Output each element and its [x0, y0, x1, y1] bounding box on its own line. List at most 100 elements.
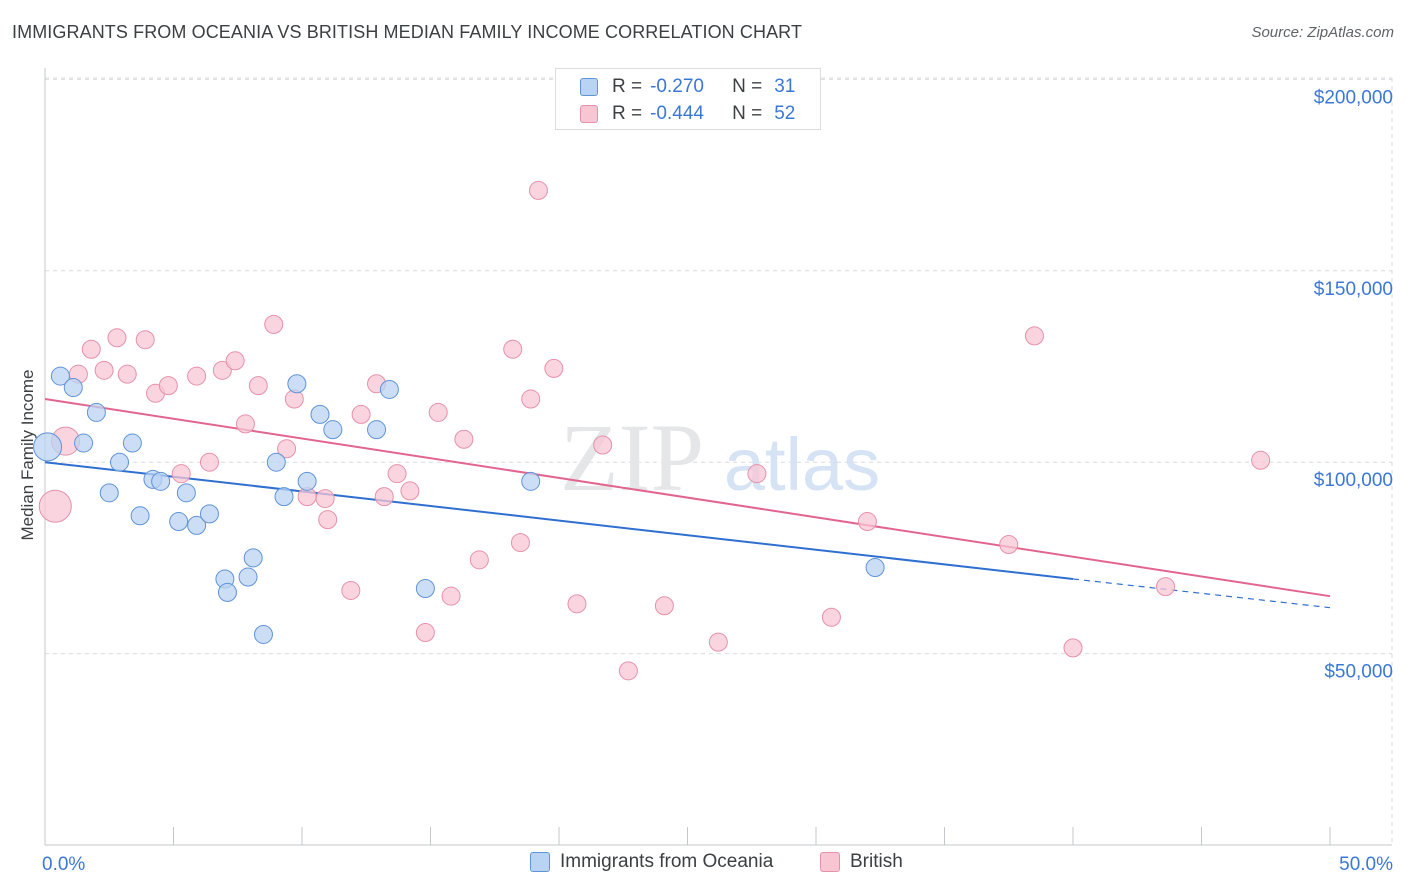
point-oceania [323, 420, 343, 440]
legend-item-british[interactable]: British [820, 851, 903, 873]
point-oceania [187, 515, 207, 535]
point-oceania [865, 557, 885, 577]
point-british [521, 389, 541, 409]
point-british [264, 314, 284, 334]
legend-r-label: R = [612, 76, 643, 97]
legend-swatch-pink [820, 852, 840, 872]
point-british [135, 330, 155, 350]
point-oceania [217, 582, 237, 602]
point-british [212, 360, 232, 380]
legend-r-value: -0.444 [650, 103, 704, 124]
point-british [400, 481, 420, 501]
point-british [415, 623, 435, 643]
point-oceania [287, 374, 307, 394]
point-british [1251, 450, 1271, 470]
point-british [187, 366, 207, 386]
point-oceania [243, 548, 263, 568]
point-oceania [33, 432, 63, 462]
point-british [428, 402, 448, 422]
trend-lines [44, 398, 1331, 609]
point-oceania [521, 471, 541, 491]
point-oceania [379, 379, 399, 399]
y-axis-label: Median Family Income [18, 369, 37, 541]
y-tick-label: $100,000 [1314, 470, 1393, 491]
source-credit: Source: ZipAtlas.com [1251, 24, 1394, 41]
watermark-zip: ZIP [560, 404, 704, 511]
chart-title: IMMIGRANTS FROM OCEANIA VS BRITISH MEDIA… [12, 22, 803, 42]
watermark: ZIP atlas [560, 404, 880, 511]
point-british [618, 661, 638, 681]
legend-r-label: R = [612, 103, 643, 124]
point-british [387, 464, 407, 484]
axes [44, 68, 1392, 846]
point-british [528, 180, 548, 200]
legend-item-label: Immigrants from Oceania [560, 851, 774, 872]
point-british [999, 535, 1019, 555]
point-oceania [74, 433, 94, 453]
point-british [747, 464, 767, 484]
legend-swatch-blue [580, 78, 598, 96]
trend-line-oceania-extension [1072, 578, 1331, 609]
x-tick-label: 50.0% [1339, 854, 1393, 875]
point-british [857, 512, 877, 532]
point-british [171, 464, 191, 484]
point-british [593, 435, 613, 455]
point-british [503, 339, 523, 359]
point-oceania [274, 487, 294, 507]
point-british [567, 594, 587, 614]
series-legend: Immigrants from Oceania British [0, 851, 1406, 879]
legend-swatch-pink [580, 105, 598, 123]
point-british [544, 358, 564, 378]
legend-item-label: British [850, 851, 903, 872]
point-british [1156, 577, 1176, 597]
point-oceania [310, 404, 330, 424]
point-british [374, 487, 394, 507]
correlation-legend: R = -0.270 N = 31 R = -0.444 N = 52 [555, 68, 821, 130]
point-oceania [199, 504, 219, 524]
point-british [81, 339, 101, 359]
tick-labels: $50,000 $100,000 $150,000 $200,000 0.0% 50.0% [42, 87, 1393, 875]
point-british [341, 580, 361, 600]
point-oceania [176, 483, 196, 503]
watermark-atlas: atlas [724, 423, 880, 506]
legend-r-value: -0.270 [650, 76, 704, 97]
point-british [94, 360, 114, 380]
point-british [277, 439, 297, 459]
point-british [441, 586, 461, 606]
point-british [318, 510, 338, 530]
point-british [1063, 638, 1083, 658]
point-british [235, 414, 255, 434]
point-british [225, 351, 245, 371]
point-oceania [151, 471, 171, 491]
legend-row-british: R = -0.444 N = 52 [580, 102, 795, 126]
legend-n-value: 31 [774, 76, 796, 97]
point-oceania [50, 366, 70, 386]
point-oceania [367, 420, 387, 440]
point-oceania [122, 433, 142, 453]
point-oceania [415, 579, 435, 599]
point-oceania [86, 402, 106, 422]
point-british [315, 489, 335, 509]
x-tick-label: 0.0% [42, 854, 85, 875]
legend-item-oceania[interactable]: Immigrants from Oceania [530, 851, 773, 873]
point-british [107, 328, 127, 348]
point-oceania [63, 378, 83, 398]
y-tick-label: $50,000 [1324, 662, 1393, 683]
point-oceania [253, 624, 273, 644]
point-british [654, 596, 674, 616]
point-british [351, 404, 371, 424]
point-british [708, 632, 728, 652]
point-british [510, 533, 530, 553]
legend-n-label: N = [732, 76, 763, 97]
point-british [117, 364, 137, 384]
point-british [454, 429, 474, 449]
trend-line-oceania [44, 461, 1074, 580]
point-oceania [297, 471, 317, 491]
legend-row-oceania: R = -0.270 N = 31 [580, 75, 795, 99]
point-british [158, 376, 178, 396]
point-oceania [266, 452, 286, 472]
point-british [248, 376, 268, 396]
point-british [38, 489, 72, 523]
point-british [469, 550, 489, 570]
